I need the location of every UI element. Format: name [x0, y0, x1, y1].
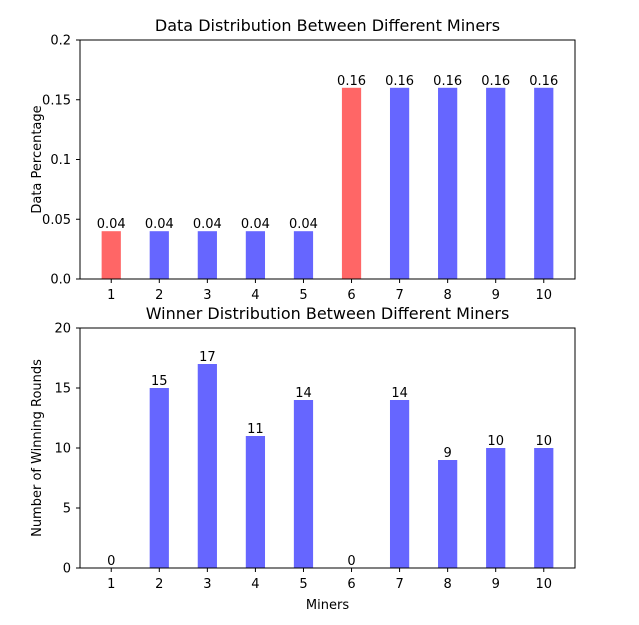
chart-1-x-tick-label: 4: [251, 288, 259, 303]
chart-1-bar-2: [149, 231, 169, 279]
chart-1-bar-10: [534, 87, 554, 279]
chart-2-x-tick-label: 8: [444, 577, 452, 592]
chart-1-value-label: 0.04: [145, 217, 174, 232]
chart-2-value-label: 14: [391, 386, 408, 401]
chart-2-y-axis-label: Number of Winning Rounds: [30, 359, 45, 537]
chart-1-bar-6: [341, 87, 362, 279]
chart-2-x-tick-label: 5: [299, 577, 307, 592]
chart-2-x-tick-label: 3: [203, 577, 211, 592]
chart-2-bar-7: [389, 400, 410, 568]
chart-2-x-tick-label: 7: [395, 577, 403, 592]
chart-1-y-tick-label: 0.15: [42, 93, 71, 108]
chart-2-bar-10: [534, 448, 554, 568]
chart-2-value-label: 10: [487, 434, 504, 449]
chart-1-bar-9: [486, 87, 506, 279]
chart-2-value-label: 0: [347, 554, 355, 569]
chart-1-bar-3: [197, 231, 217, 279]
chart-1-value-label: 0.04: [97, 217, 126, 232]
chart-1-x-tick-label: 6: [347, 288, 355, 303]
chart-2-y-tick-label: 20: [54, 322, 71, 337]
chart-1-x-tick-label: 3: [203, 288, 211, 303]
chart-2-x-tick-label: 9: [492, 577, 500, 592]
chart-1-value-label: 0.16: [385, 74, 414, 89]
chart-2-bar-9: [486, 448, 506, 568]
chart-1-value-label: 0.16: [433, 74, 462, 89]
chart-1-bar-8: [438, 87, 458, 279]
chart-1-x-tick-label: 1: [107, 288, 115, 303]
chart-2-bar-2: [149, 388, 169, 568]
chart-1-value-label: 0.04: [241, 217, 270, 232]
chart-1-value-label: 0.16: [481, 74, 510, 89]
chart-2-value-label: 11: [247, 422, 264, 437]
chart-2-bar-5: [293, 400, 314, 568]
chart-1-x-tick-label: 5: [299, 288, 307, 303]
chart-2-y-tick-label: 5: [63, 502, 71, 517]
chart-2-y-tick-label: 0: [63, 562, 71, 577]
chart-2-value-label: 14: [295, 386, 312, 401]
chart-1-title: Data Distribution Between Different Mine…: [155, 16, 500, 35]
chart-2-bar-3: [197, 364, 217, 568]
chart-1-y-tick-label: 0.0: [50, 273, 71, 288]
chart-2-value-label: 15: [151, 374, 168, 389]
chart-1-y-tick-label: 0.2: [50, 34, 71, 49]
chart-2-value-label: 10: [535, 434, 552, 449]
chart-1-value-label: 0.04: [289, 217, 318, 232]
chart-2-x-tick-label: 6: [347, 577, 355, 592]
chart-2-value-label: 0: [107, 554, 115, 569]
chart-1-x-tick-label: 10: [535, 288, 552, 303]
chart-1-x-tick-label: 7: [395, 288, 403, 303]
chart-2-x-tick-label: 1: [107, 577, 115, 592]
chart-2-x-axis-label: Miners: [306, 598, 349, 613]
chart-1-bar-4: [245, 231, 266, 279]
chart-1-x-tick-label: 8: [444, 288, 452, 303]
chart-2-value-label: 9: [444, 446, 452, 461]
chart-2-x-tick-label: 10: [535, 577, 552, 592]
chart-1-value-label: 0.04: [193, 217, 222, 232]
chart-2-title: Winner Distribution Between Different Mi…: [146, 304, 510, 323]
chart-1-value-label: 0.16: [337, 74, 366, 89]
chart-1-y-axis-label: Data Percentage: [30, 105, 45, 213]
chart-2-x-tick-label: 4: [251, 577, 259, 592]
chart-2-x-tick-label: 2: [155, 577, 163, 592]
chart-1-y-tick-label: 0.05: [42, 213, 71, 228]
chart-1-value-label: 0.16: [529, 74, 558, 89]
chart-2-y-tick-label: 15: [54, 382, 71, 397]
chart-1-bar-1: [101, 231, 121, 279]
chart-2-bar-8: [438, 460, 458, 568]
chart-2-bar-4: [245, 436, 266, 568]
chart-1-bar-7: [389, 87, 410, 279]
chart-1-bar-5: [293, 231, 314, 279]
chart-1-x-tick-label: 2: [155, 288, 163, 303]
chart-2-y-tick-label: 10: [54, 442, 71, 457]
chart-1-x-tick-label: 9: [492, 288, 500, 303]
chart-2-value-label: 17: [199, 350, 216, 365]
chart-1-y-tick-label: 0.1: [50, 153, 71, 168]
